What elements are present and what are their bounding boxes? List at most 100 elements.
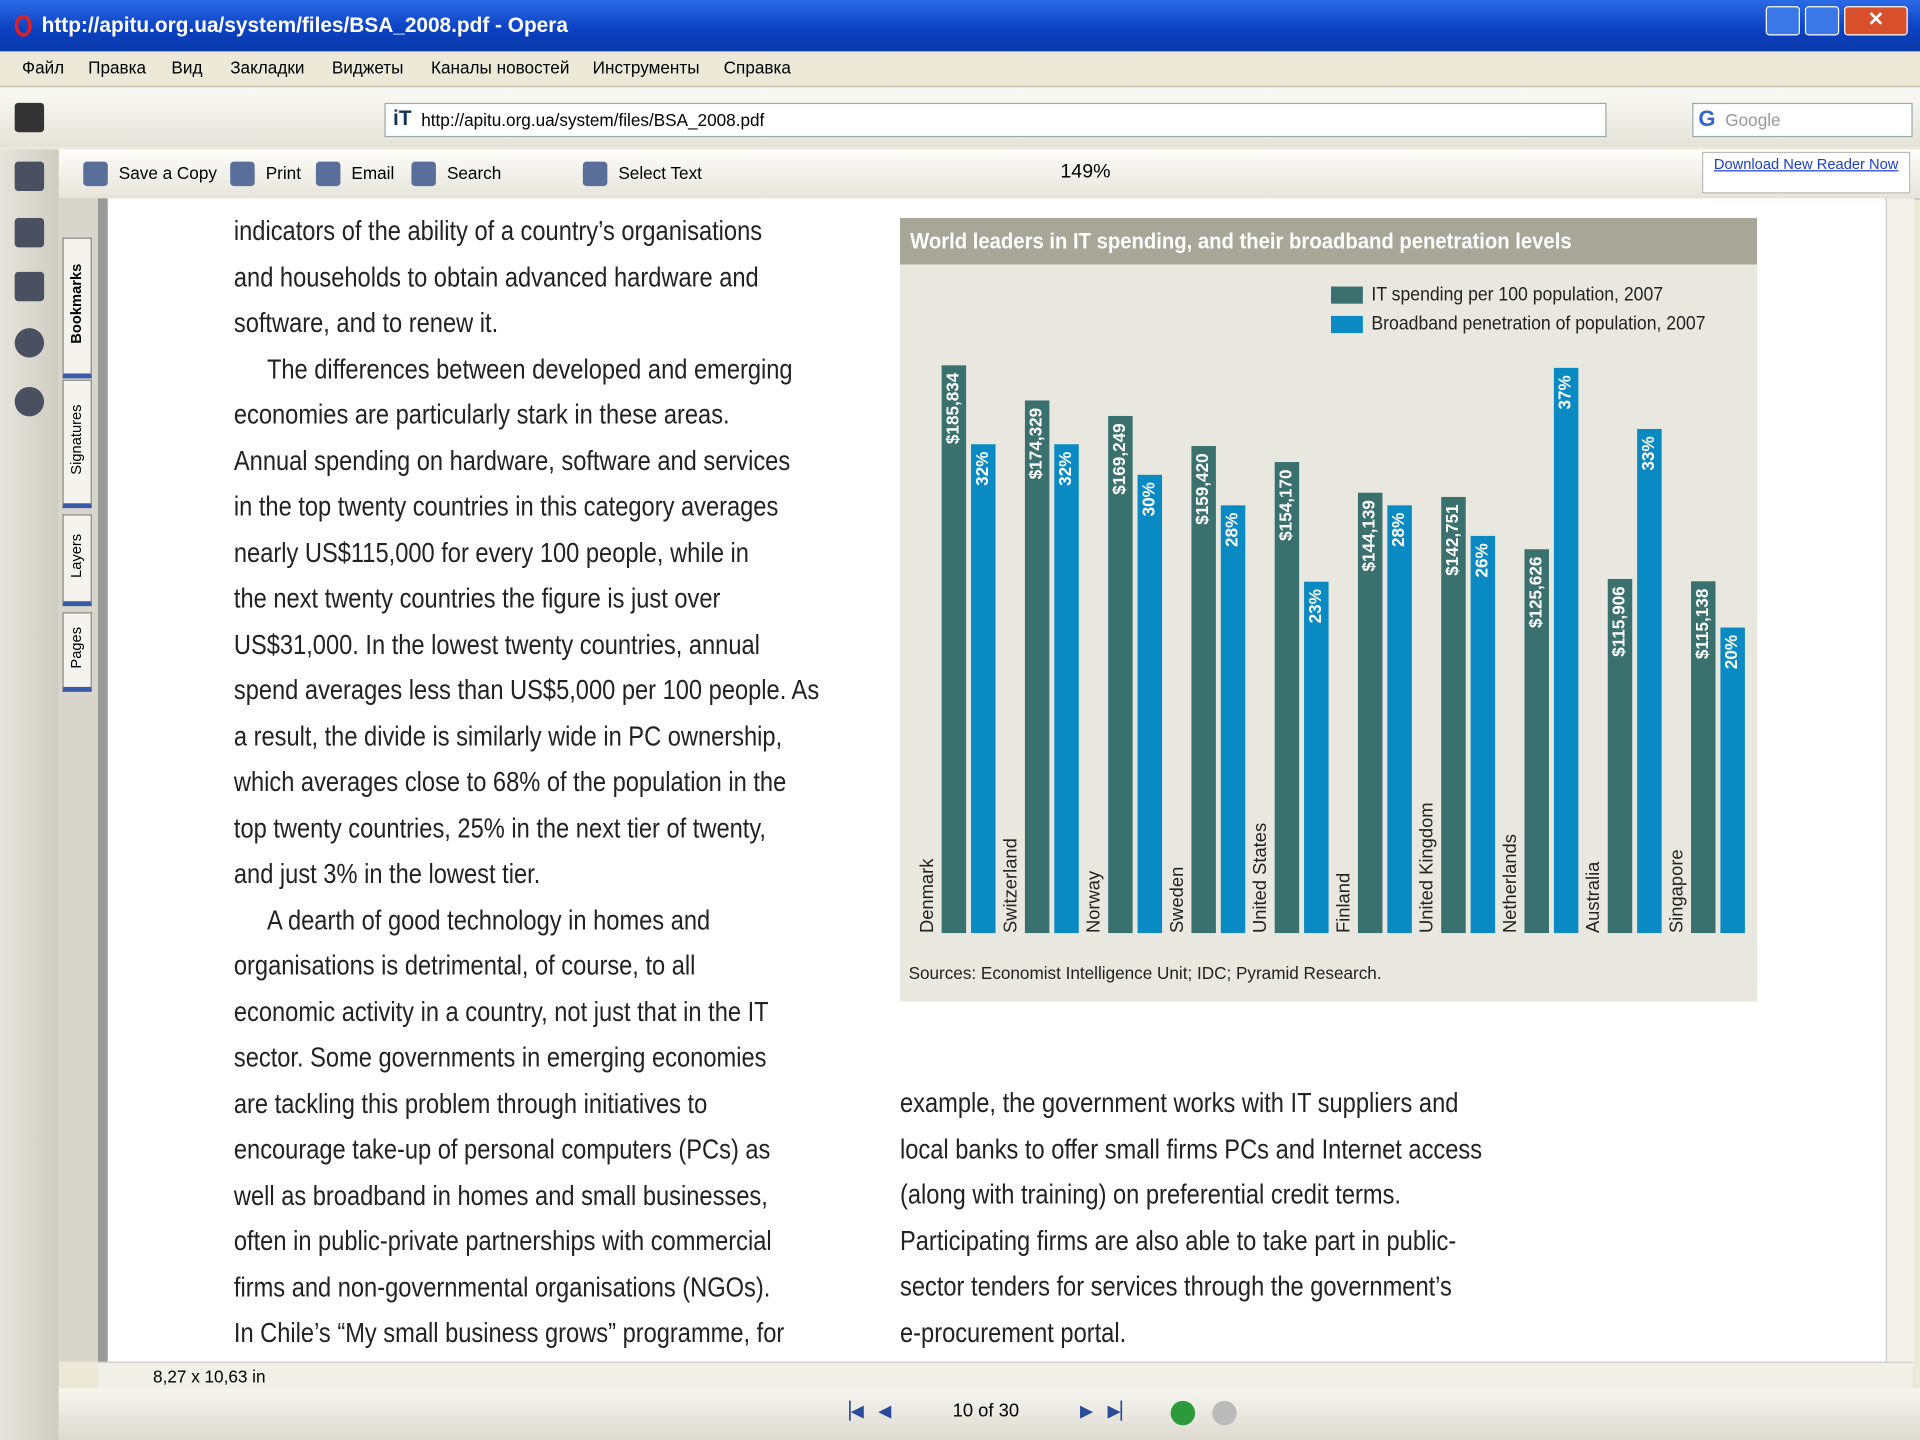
body-text-line: the next twenty countries the figure is … xyxy=(233,581,721,614)
body-text-line: software, and to renew it. xyxy=(233,306,499,338)
body-text-line: and just 3% in the lowest tier. xyxy=(233,857,541,889)
bar-value-label: 23% xyxy=(1305,589,1325,623)
toolbar-button[interactable]: Select Text xyxy=(618,162,702,183)
bar xyxy=(1470,535,1496,934)
sidebar-icon[interactable] xyxy=(14,386,45,417)
bar-value-label: 32% xyxy=(1055,452,1075,486)
nav-back[interactable] xyxy=(1170,1400,1196,1426)
toolbar-icon[interactable] xyxy=(230,161,255,187)
opera-icon xyxy=(14,14,32,37)
download-reader-link[interactable]: Download New Reader Now xyxy=(1702,151,1911,194)
bar xyxy=(1607,578,1633,934)
menu-item[interactable]: Правка xyxy=(88,57,147,78)
body-text-line: e-procurement portal. xyxy=(900,1315,1127,1348)
chart-title: World leaders in IT spending, and their … xyxy=(910,230,1571,254)
panel-tab[interactable] xyxy=(62,237,92,379)
bar xyxy=(1191,446,1216,934)
body-text-line: and households to obtain advanced hardwa… xyxy=(233,260,759,293)
menu-item[interactable]: Закладки xyxy=(230,57,305,78)
chart-title-bar xyxy=(900,217,1758,265)
panel-tab[interactable] xyxy=(62,514,92,607)
bar xyxy=(1691,581,1716,934)
bar-value-label: $144,139 xyxy=(1359,500,1379,571)
panel-tab-label: Pages xyxy=(67,626,85,669)
toolbar-icon[interactable] xyxy=(411,161,436,187)
bar xyxy=(1108,415,1133,934)
body-text-line: A dearth of good technology in homes and xyxy=(266,903,711,935)
bar-value-label: 30% xyxy=(1138,482,1158,516)
bar-value-label: $169,249 xyxy=(1109,423,1129,494)
toolbar-button[interactable]: Save a Copy xyxy=(118,162,217,183)
url: http://apitu.org.ua/system/files/BSA_200… xyxy=(421,110,765,130)
toolbar-icon[interactable] xyxy=(83,161,108,187)
panel-tab[interactable] xyxy=(62,379,92,509)
toolbar-button[interactable]: Print xyxy=(265,162,301,183)
nav-next[interactable]: ▶ ▶▏ xyxy=(1080,1400,1134,1421)
bar-value-label: 28% xyxy=(1388,513,1408,547)
menu-item[interactable]: Виджеты xyxy=(331,57,404,78)
menu-item[interactable]: Справка xyxy=(723,57,791,78)
page-number[interactable]: 10 of 30 xyxy=(952,1400,1020,1422)
toolbar-icon[interactable] xyxy=(315,161,341,187)
body-text-line: sector tenders for services through the … xyxy=(900,1269,1452,1302)
bar xyxy=(1304,581,1329,934)
bar-value-label: $115,906 xyxy=(1609,586,1629,656)
toolbar-button[interactable]: Search xyxy=(446,162,502,183)
minimize[interactable] xyxy=(1765,6,1801,36)
maximize[interactable] xyxy=(1804,6,1840,36)
panel-tab-label: Layers xyxy=(67,533,85,578)
bar-value-label: 32% xyxy=(972,452,992,486)
bar xyxy=(941,365,967,934)
address-field[interactable]: iT http://apitu.org.ua/system/files/BSA_… xyxy=(384,102,1607,138)
panel-tab-label: Bookmarks xyxy=(67,263,85,344)
navigation-bar: ▕◀ ◀ 10 of 30 ▶ ▶▏ xyxy=(58,1388,1920,1440)
sidebar-icon[interactable] xyxy=(14,328,45,358)
panel-tab-label: Signatures xyxy=(67,404,85,475)
x-tick-label: United States xyxy=(1249,823,1270,933)
title-bar xyxy=(0,0,1920,52)
pdf-panel: Bookmarks Signatures Layers Pages xyxy=(58,198,100,1362)
zoom-level[interactable]: 149% xyxy=(1060,161,1111,183)
x-tick-label: Netherlands xyxy=(1499,834,1520,933)
close[interactable]: ✕ xyxy=(1844,6,1908,36)
bar-value-label: 28% xyxy=(1222,513,1242,547)
pdf-toolbar: Save a Copy Print Email Search Select Text 14… xyxy=(58,149,1920,200)
sidebar-icon[interactable] xyxy=(14,271,45,302)
menu-item[interactable]: Каналы новостей xyxy=(431,57,570,78)
nav-prev[interactable]: ▕◀ ◀ xyxy=(837,1400,892,1421)
body-text-line: well as broadband in homes and small bus… xyxy=(233,1178,768,1211)
bar xyxy=(1024,400,1050,934)
chart: World leaders in IT spending, and their … xyxy=(900,217,1758,1002)
nav-forward[interactable] xyxy=(1212,1400,1237,1426)
menu-item[interactable]: Вид xyxy=(171,57,203,78)
panel-tab[interactable] xyxy=(62,612,92,692)
body-text-line: economies are particularly stark in thes… xyxy=(233,397,730,430)
opera-sidebar xyxy=(0,149,59,1440)
menu-item[interactable]: Файл xyxy=(22,57,65,78)
bar-value-label: $125,626 xyxy=(1525,557,1545,628)
bar xyxy=(1387,505,1412,934)
chart-source: Sources: Economist Intelligence Unit; ID… xyxy=(909,963,1382,983)
bar xyxy=(1637,428,1662,934)
x-tick-label: Singapore xyxy=(1665,849,1686,933)
sidebar-icon[interactable] xyxy=(14,102,45,133)
body-text-line: Participating firms are also able to tak… xyxy=(900,1223,1457,1256)
window-controls[interactable]: ✕ xyxy=(1765,6,1910,36)
body-text-line: local banks to offer small firms PCs and… xyxy=(900,1132,1483,1164)
status-row: 8,27 x 10,63 in xyxy=(97,1361,1913,1390)
x-tick-label: Sweden xyxy=(1166,867,1187,933)
bar-value-label: 33% xyxy=(1638,436,1658,470)
legend-swatch xyxy=(1331,286,1363,304)
scrollbar[interactable] xyxy=(1885,198,1914,1362)
sidebar-icon[interactable] xyxy=(14,161,45,192)
bar xyxy=(1441,496,1466,934)
bar xyxy=(1220,505,1246,934)
x-tick-label: Switzerland xyxy=(999,838,1020,933)
menu-item[interactable]: Инструменты xyxy=(592,57,700,78)
sidebar-icon[interactable] xyxy=(14,217,45,248)
search-field[interactable]: G Google xyxy=(1692,102,1913,138)
toolbar-icon[interactable] xyxy=(582,161,608,187)
toolbar-button[interactable]: Email xyxy=(351,162,395,183)
bar xyxy=(1553,367,1579,934)
